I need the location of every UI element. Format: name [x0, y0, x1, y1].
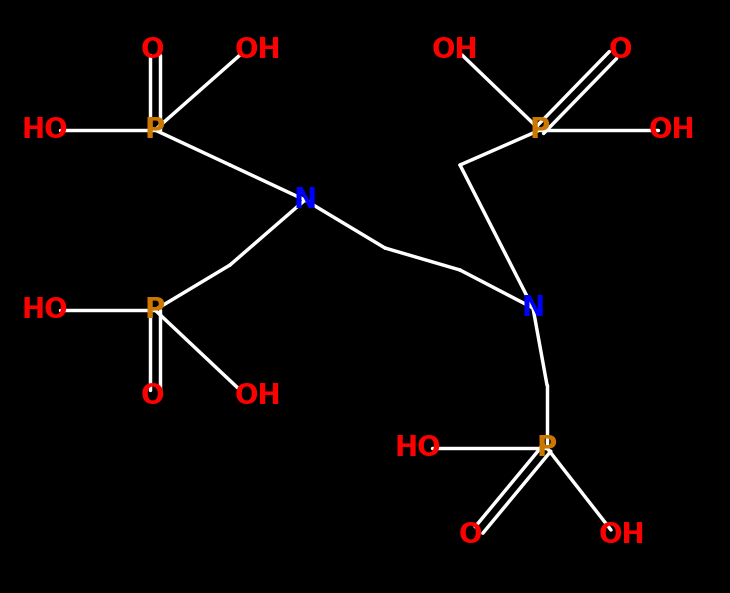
Text: OH: OH — [431, 36, 478, 64]
Text: HO: HO — [22, 296, 69, 324]
Text: OH: OH — [234, 382, 281, 410]
Text: HO: HO — [395, 434, 442, 462]
Text: P: P — [145, 296, 165, 324]
Text: P: P — [537, 434, 557, 462]
Text: OH: OH — [649, 116, 695, 144]
Text: OH: OH — [599, 521, 645, 549]
Text: P: P — [145, 116, 165, 144]
Text: OH: OH — [234, 36, 281, 64]
Text: O: O — [140, 36, 164, 64]
Text: O: O — [458, 521, 482, 549]
Text: O: O — [140, 382, 164, 410]
Text: O: O — [608, 36, 631, 64]
Text: N: N — [293, 186, 317, 214]
Text: HO: HO — [22, 116, 69, 144]
Text: P: P — [530, 116, 550, 144]
Text: N: N — [521, 294, 545, 322]
